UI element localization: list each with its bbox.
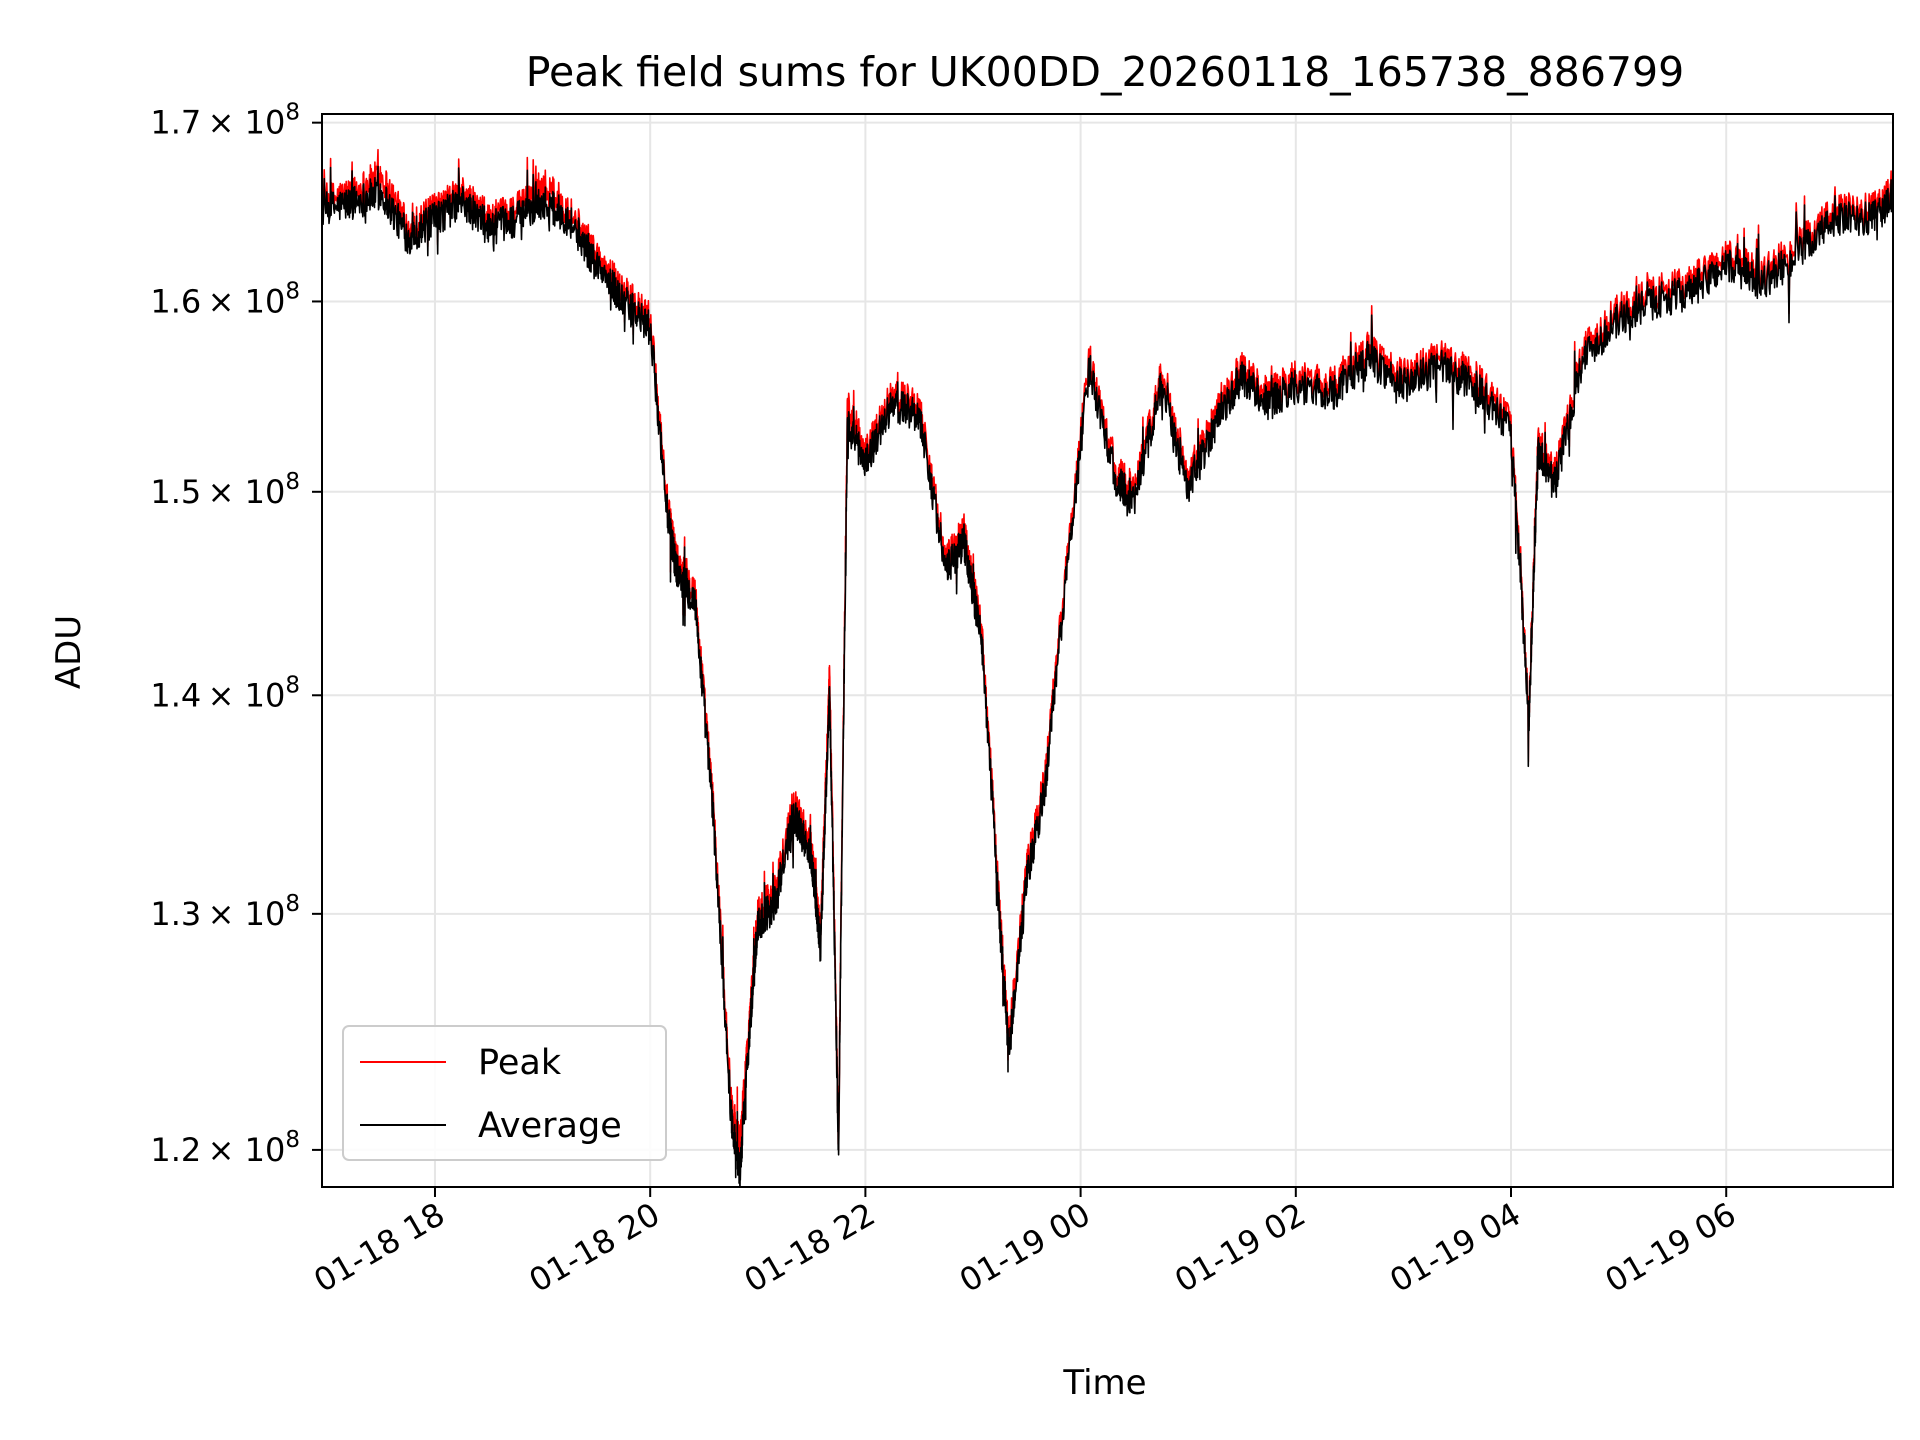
series-line-average [322, 165, 1893, 1187]
plot-frame [321, 113, 1894, 1188]
y-tick-label: 1.6 × 108 [150, 278, 300, 320]
y-axis-ticks: 1.2 × 108 1.3 × 108 1.4 × 108 1.5 × 108 1.6 … [150, 100, 322, 1169]
series-lines [322, 148, 1893, 1187]
y-tick-label: 1.2 × 108 [150, 1127, 300, 1169]
y-tick-label: 1.4 × 108 [150, 672, 300, 714]
legend-average-label: Average [478, 1106, 622, 1146]
y-tick-label: 1.5 × 108 [150, 469, 300, 511]
legend: Peak Average [342, 1025, 667, 1161]
y-tick-label: 1.3 × 108 [150, 891, 300, 933]
x-axis-label: Time [1062, 1363, 1146, 1403]
legend-box [342, 1025, 667, 1161]
legend-peak-label: Peak [478, 1043, 562, 1083]
y-axis-label: ADU [49, 615, 89, 689]
chart-title: Peak field sums for UK00DD_20260118_1657… [526, 48, 1684, 96]
y-tick-label: 1.7 × 108 [150, 100, 300, 142]
grid-lines [322, 114, 1893, 1187]
